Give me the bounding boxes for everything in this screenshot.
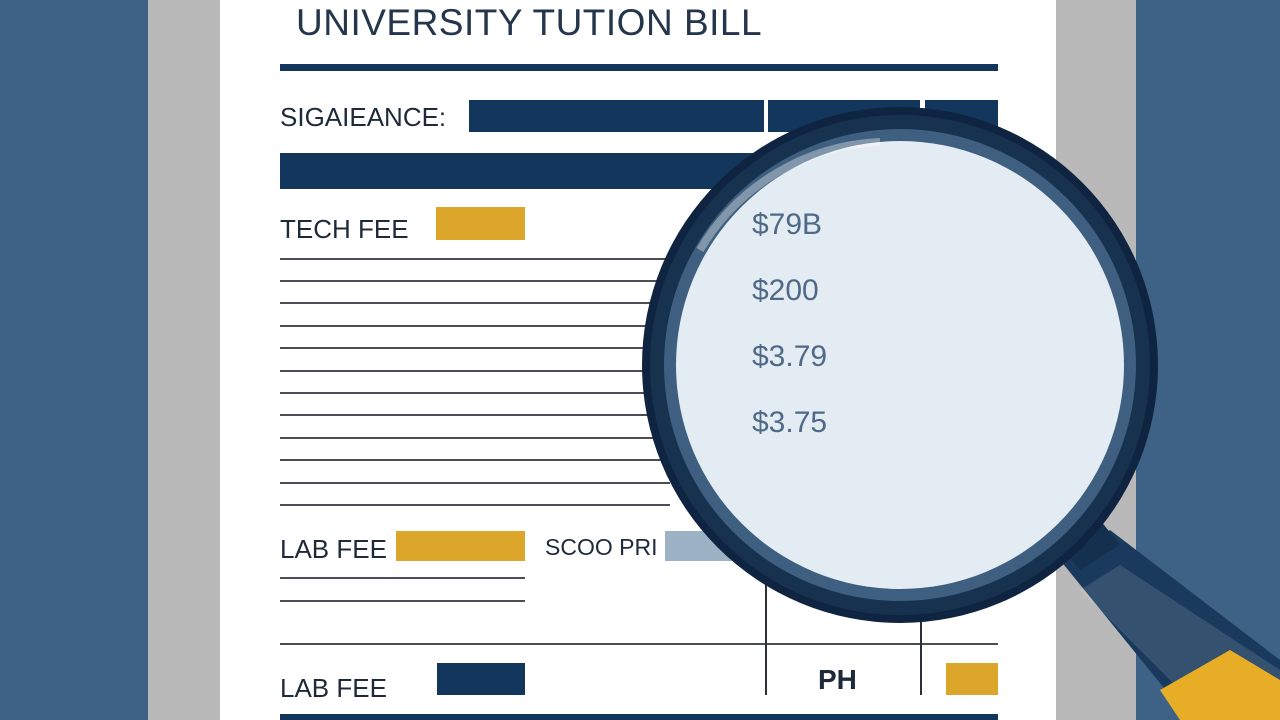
line-item-rule [280, 414, 670, 416]
lens-amount-2: $200 [752, 274, 819, 307]
line-item-rule [280, 459, 670, 461]
amount-rule [920, 280, 1034, 282]
amount-rule [920, 370, 1034, 372]
line-item-rule [280, 370, 670, 372]
balance-bar-1 [469, 100, 764, 132]
lab-fee-label: LAB FEE [280, 534, 387, 564]
lab-fee-2-bar [437, 663, 525, 695]
balance-bar-2 [768, 100, 920, 132]
amount-rule [920, 459, 1034, 461]
amount-rule [920, 414, 1034, 416]
line-item-rule [280, 437, 670, 439]
line-item-rule [280, 504, 670, 506]
balance-label: SIGAIEANCE: [280, 102, 447, 132]
amount-rule [920, 258, 1034, 260]
amount-rule [920, 236, 1034, 238]
section-header-bar [280, 153, 998, 189]
amount-rule [920, 213, 1034, 215]
line-item-rule [280, 482, 670, 484]
line-item-rule [280, 392, 670, 394]
lab-fee-sub-label: SCOO PRI [545, 534, 658, 560]
line-item-rule [280, 347, 670, 349]
column-divider [920, 575, 922, 695]
amount-rule [920, 302, 1034, 304]
lab-fee-highlight [396, 531, 525, 561]
balance-bar-3 [925, 100, 998, 132]
lab-fee-mid-bar [665, 531, 765, 561]
amount-rule [920, 482, 1034, 484]
line-item-rule [280, 325, 670, 327]
lens-amount-3: $3.79 [752, 340, 828, 373]
amount-rule [920, 325, 1034, 327]
line-item-rule [280, 280, 670, 282]
bill-title: UNIVERSITY TUTION BILL [296, 2, 763, 43]
tech-fee-label: TECH FEE [280, 214, 409, 244]
amount-rule [920, 392, 1034, 394]
lab-fee-right-bar [930, 531, 998, 561]
lab-fee-rule [280, 577, 525, 579]
column-divider [765, 575, 767, 695]
amount-rule [920, 347, 1034, 349]
tech-fee-highlight [436, 207, 525, 240]
lens-amount-4: $3.75 [752, 406, 828, 439]
amount-rule [920, 437, 1034, 439]
amount-rule [920, 504, 1034, 506]
lab-fee-2-code: PH [818, 664, 857, 695]
lab-fee-rule [280, 600, 525, 602]
lens-amount-1: $79B [752, 208, 823, 241]
table-rule [280, 643, 998, 645]
line-item-rule [280, 302, 670, 304]
lab-fee-label-2: LAB FEE [280, 673, 387, 703]
bottom-divider [280, 714, 998, 720]
lab-fee-2-highlight [946, 663, 998, 695]
lab-fee-divider [920, 531, 922, 561]
line-item-rule [280, 258, 670, 260]
title-divider [280, 64, 998, 71]
